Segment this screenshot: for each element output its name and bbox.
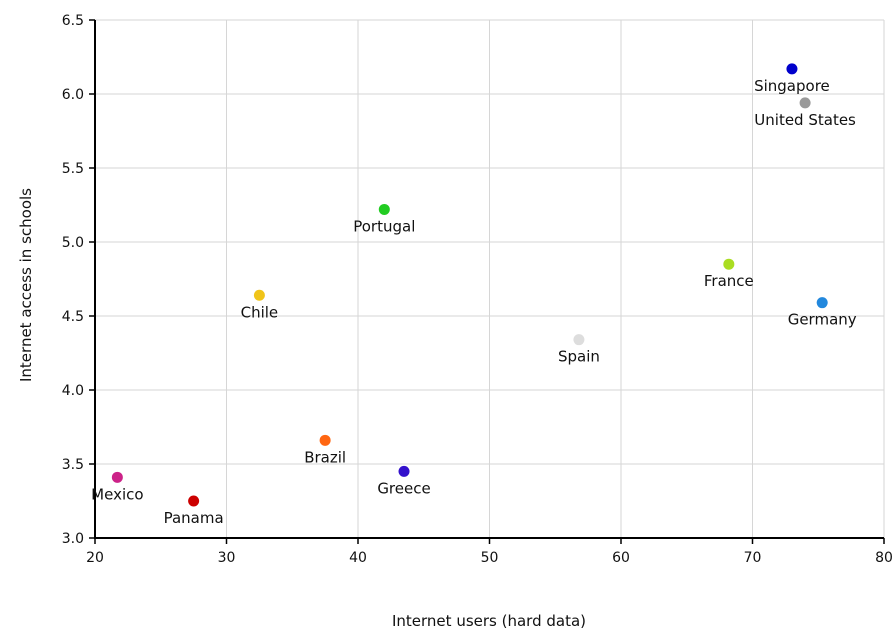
y-tick-label: 6.0: [62, 87, 84, 103]
data-point[interactable]: [319, 434, 331, 446]
data-point[interactable]: [573, 334, 585, 346]
point-label: Chile: [241, 303, 279, 321]
data-point[interactable]: [786, 63, 798, 75]
point-label: Spain: [558, 348, 600, 366]
point-label: France: [704, 272, 754, 290]
data-labels: Singapore United States Portugal France Chil…: [91, 77, 857, 527]
y-axis-ticks: 3.0 3.5 4.0 4.5 5.0 5.5 6.0 6.5: [62, 13, 95, 547]
point-label: Portugal: [353, 217, 415, 235]
x-tick-label: 80: [875, 550, 893, 566]
y-tick-label: 3.5: [62, 457, 84, 473]
data-point[interactable]: [378, 203, 390, 215]
x-tick-label: 30: [218, 550, 236, 566]
x-tick-label: 70: [744, 550, 762, 566]
x-axis-title: Internet users (hard data): [392, 612, 586, 630]
y-tick-label: 5.5: [62, 161, 84, 177]
point-label: United States: [754, 111, 856, 129]
grid: [95, 19, 885, 538]
y-tick-label: 5.0: [62, 235, 84, 251]
point-label: Singapore: [754, 77, 830, 95]
y-tick-label: 6.5: [62, 13, 84, 29]
data-points: [111, 63, 828, 507]
x-tick-label: 50: [481, 550, 499, 566]
y-tick-label: 4.0: [62, 383, 84, 399]
y-axis-title: Internet access in schools: [17, 188, 35, 382]
x-tick-label: 20: [86, 550, 104, 566]
y-tick-label: 4.5: [62, 309, 84, 325]
point-label: Greece: [377, 479, 430, 497]
point-label: Panama: [164, 509, 224, 527]
data-point[interactable]: [398, 465, 410, 477]
data-point[interactable]: [253, 289, 265, 301]
point-label: Brazil: [304, 448, 346, 466]
x-axis-ticks: 20 30 40 50 60 70 80: [86, 538, 893, 566]
data-point[interactable]: [111, 471, 123, 483]
data-point[interactable]: [816, 297, 828, 309]
x-tick-label: 40: [349, 550, 367, 566]
data-point[interactable]: [723, 258, 735, 270]
point-label: Mexico: [91, 485, 143, 503]
data-point[interactable]: [188, 495, 200, 507]
data-point[interactable]: [799, 97, 811, 109]
point-label: Germany: [788, 311, 857, 329]
x-tick-label: 60: [612, 550, 630, 566]
y-tick-label: 3.0: [62, 531, 84, 547]
